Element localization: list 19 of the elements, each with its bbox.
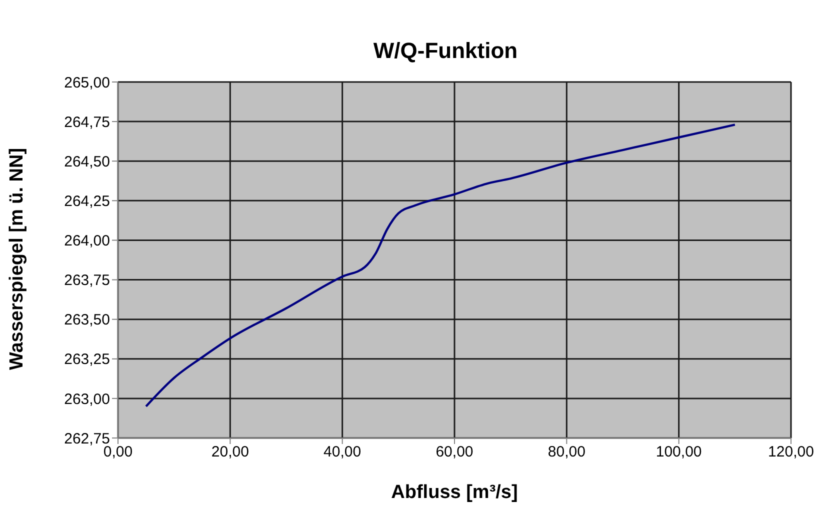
- chart-title: W/Q-Funktion: [372, 38, 519, 64]
- x-tick-label: 100,00: [656, 444, 702, 461]
- x-tick-label: 80,00: [548, 444, 586, 461]
- y-tick-label: 263,00: [64, 390, 110, 408]
- y-tick-label: 264,75: [64, 114, 110, 131]
- line-series: [144, 124, 736, 408]
- y-tick-label: 264,50: [64, 153, 110, 170]
- x-tick-label: 120,00: [768, 444, 814, 461]
- y-tick-label: 265,00: [64, 74, 110, 92]
- x-axis-title: Abfluss [m³/s]: [391, 482, 518, 503]
- y-tick-label: 264,25: [64, 192, 110, 210]
- x-tick-label: 20,00: [211, 444, 249, 461]
- y-tick-label: 264,00: [64, 232, 110, 250]
- x-tick-label: 40,00: [324, 444, 362, 461]
- y-tick-label: 263,50: [64, 312, 110, 329]
- y-axis-title: Wasserspiegel [m ü. NN]: [6, 148, 28, 370]
- x-tick-label: 60,00: [436, 444, 474, 461]
- y-tick-label: 263,25: [64, 351, 110, 368]
- y-tick-label: 263,75: [64, 272, 110, 290]
